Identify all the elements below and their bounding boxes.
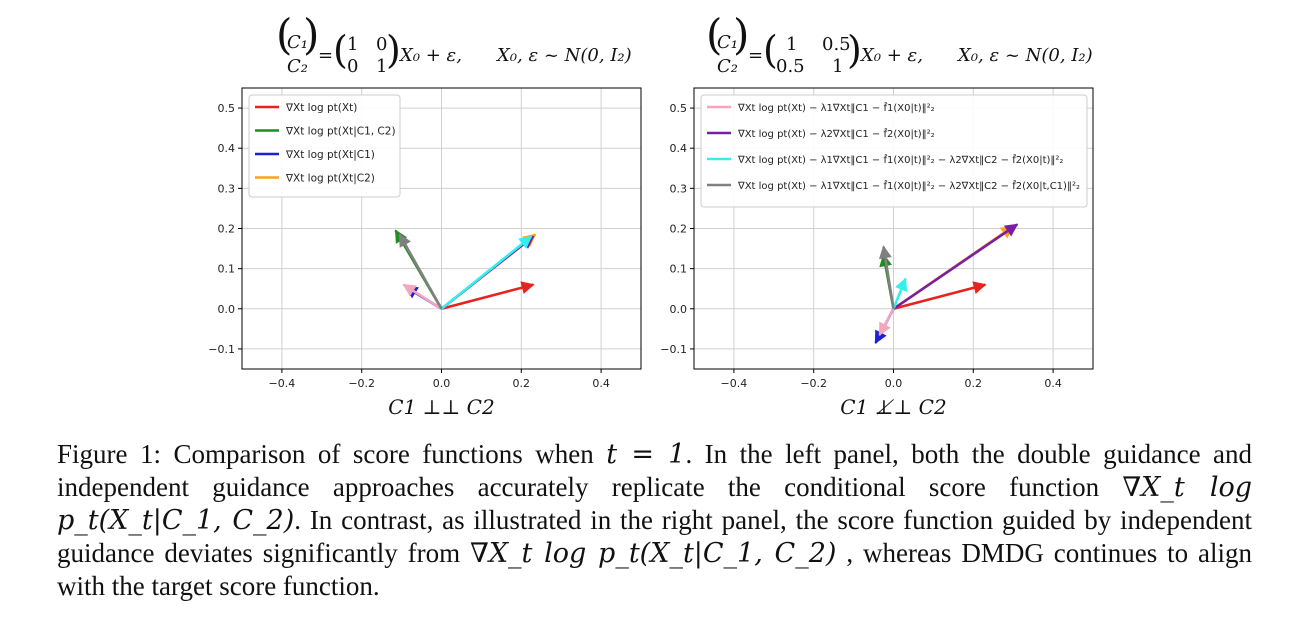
right-title-lhs-top: C₁ xyxy=(717,32,738,53)
y-tick-label: −0.1 xyxy=(208,343,235,356)
svg-text:(: ( xyxy=(706,10,722,59)
right-title-m12: 0.5 xyxy=(822,34,851,55)
legend-entry-label: ∇Xt log pt(Xt) − λ1∇Xt‖C1 − f̂1(X0|t)‖²₂… xyxy=(737,153,1063,166)
legend-entry-label: ∇Xt log pt(Xt|C2) xyxy=(285,173,375,185)
y-tick-label: 0.0 xyxy=(218,303,236,316)
score-vector-arrow xyxy=(878,308,895,337)
score-vector-arrow xyxy=(402,283,443,310)
x-tick-label: −0.4 xyxy=(721,377,748,390)
caption-text-1: Comparison of score functions when xyxy=(173,439,607,469)
y-tick-label: 0.2 xyxy=(670,223,688,236)
right-title-m11: 1 xyxy=(786,34,797,55)
score-vector-arrow xyxy=(398,233,443,310)
left-title-m21: 0 xyxy=(347,56,358,77)
svg-text:(: ( xyxy=(333,28,348,72)
x-tick-label: −0.2 xyxy=(800,377,827,390)
y-tick-label: 0.1 xyxy=(670,263,688,276)
x-tick-label: 0.0 xyxy=(433,377,451,390)
svg-text:): ) xyxy=(303,10,319,59)
y-tick-label: 0.1 xyxy=(218,263,236,276)
x-tick-label: 0.4 xyxy=(592,377,610,390)
y-tick-label: 0.4 xyxy=(670,142,688,155)
caption-math-t: t = 1 xyxy=(606,439,686,470)
svg-text:(: ( xyxy=(276,10,292,59)
svg-text:): ) xyxy=(847,28,862,72)
right-title-m22: 1 xyxy=(832,56,843,77)
left-title-lhs-top: C₁ xyxy=(287,32,308,53)
left-title-lhs-bottom: C₂ xyxy=(287,56,308,77)
right-title-rhs: X₀ + ε, xyxy=(859,45,923,66)
y-tick-label: 0.5 xyxy=(670,102,688,115)
right-title-lhs-bottom: C₂ xyxy=(717,56,738,77)
legend: ∇Xt log pt(Xt) − λ1∇Xt‖C1 − f̂1(X0|t)‖²₂… xyxy=(700,94,1088,208)
x-tick-label: 0.2 xyxy=(965,377,983,390)
score-vector-arrow xyxy=(878,245,895,309)
x-tick-label: 0.4 xyxy=(1044,377,1062,390)
panel-left: −0.4 −0.2 0.0 0.2 0.4 −0.1 0.0 0.1 0.2 0.3 0.4 0.5 C… xyxy=(208,87,642,419)
caption-text-2: . In the left panel, both the double gui… xyxy=(57,439,1253,502)
y-tick-label: 0.3 xyxy=(218,182,236,195)
legend: ∇Xt log pt(Xt) ∇Xt log pt(Xt|C1, C2) ∇Xt l… xyxy=(248,94,401,198)
left-title-distribution: X₀, ε ~ N(0, I₂) xyxy=(495,45,632,66)
caption-label: Figure 1: xyxy=(57,439,161,469)
right-title-m21: 0.5 xyxy=(776,56,805,77)
left-title-m22: 1 xyxy=(376,56,387,77)
panel-right: −0.4 −0.2 0.0 0.2 0.4 −0.1 0.0 0.1 0.2 0.3 0.4 0.5 C… xyxy=(660,87,1094,419)
y-tick-label: 0.0 xyxy=(670,303,688,316)
legend-box xyxy=(700,94,1088,208)
score-vector-arrow xyxy=(441,281,535,311)
x-axis-label: C1 ⊥⊥ C2 xyxy=(388,395,494,419)
y-tick-label: 0.3 xyxy=(670,182,688,195)
left-panel-title: ( C₁ C₂ ) = ( 1 0 0 1 ) X₀ + ε, X₀, ε ~ … xyxy=(276,10,632,77)
right-title-equals: = xyxy=(748,45,763,66)
left-title-m11: 1 xyxy=(347,34,358,55)
x-tick-label: −0.2 xyxy=(348,377,375,390)
right-title-distribution: X₀, ε ~ N(0, I₂) xyxy=(956,45,1093,66)
svg-text:(: ( xyxy=(763,28,778,72)
left-title-equals: = xyxy=(318,45,333,66)
legend-entry-label: ∇Xt log pt(Xt) − λ2∇Xt‖C1 − f̂2(X0|t)‖²₂ xyxy=(737,127,935,140)
x-tick-label: 0.0 xyxy=(885,377,903,390)
right-panel-title: ( C₁ C₂ ) = ( 1 0.5 0.5 1 ) X₀ + ε, X₀, … xyxy=(706,10,1093,77)
legend-entry-label: ∇Xt log pt(Xt) − λ1∇Xt‖C1 − f̂1(X0|t)‖²₂ xyxy=(737,101,935,114)
legend-entry-label: ∇Xt log pt(Xt) xyxy=(285,102,357,114)
svg-text:): ) xyxy=(733,10,749,59)
figure-canvas: ( C₁ C₂ ) = ( 1 0 0 1 ) X₀ + ε, X₀, ε ~ … xyxy=(208,10,1094,419)
x-tick-label: 0.2 xyxy=(513,377,531,390)
left-title-m12: 0 xyxy=(376,34,387,55)
caption-text-3: . In contrast, as illustrated in the rig… xyxy=(57,505,1252,568)
y-tick-label: 0.2 xyxy=(218,223,236,236)
score-vector-arrow xyxy=(440,235,533,310)
svg-text:): ) xyxy=(386,28,401,72)
x-tick-label: −0.4 xyxy=(269,377,296,390)
legend-entry-label: ∇Xt log pt(Xt) − λ1∇Xt‖C1 − f̂1(X0|t)‖²₂… xyxy=(737,179,1080,192)
legend-entry-label: ∇Xt log pt(Xt|C1) xyxy=(285,149,375,161)
score-vector-arrow xyxy=(892,277,908,310)
legend-entry-label: ∇Xt log pt(Xt|C1, C2) xyxy=(285,126,396,138)
score-vector-arrow xyxy=(892,223,1019,310)
x-axis-label: C1 ⊥̸⊥ C2 xyxy=(840,395,946,419)
caption-text-4: , whereas DMDG continues to align with t… xyxy=(57,538,1252,601)
caption-math-score-2: ∇X_t log p_t(X_t|C_1, C_2) xyxy=(469,538,837,569)
y-tick-label: 0.5 xyxy=(218,102,236,115)
y-tick-label: 0.4 xyxy=(218,142,236,155)
legend-box xyxy=(248,94,401,198)
figure-caption: Figure 1: Comparison of score functions … xyxy=(57,438,1252,603)
caption-math-score-1: ∇X_t log p_t(X_t|C_1, C_2) xyxy=(57,472,1252,536)
left-title-rhs: X₀ + ε, xyxy=(398,45,462,66)
score-vector-arrow xyxy=(893,281,987,311)
y-tick-label: −0.1 xyxy=(660,343,687,356)
